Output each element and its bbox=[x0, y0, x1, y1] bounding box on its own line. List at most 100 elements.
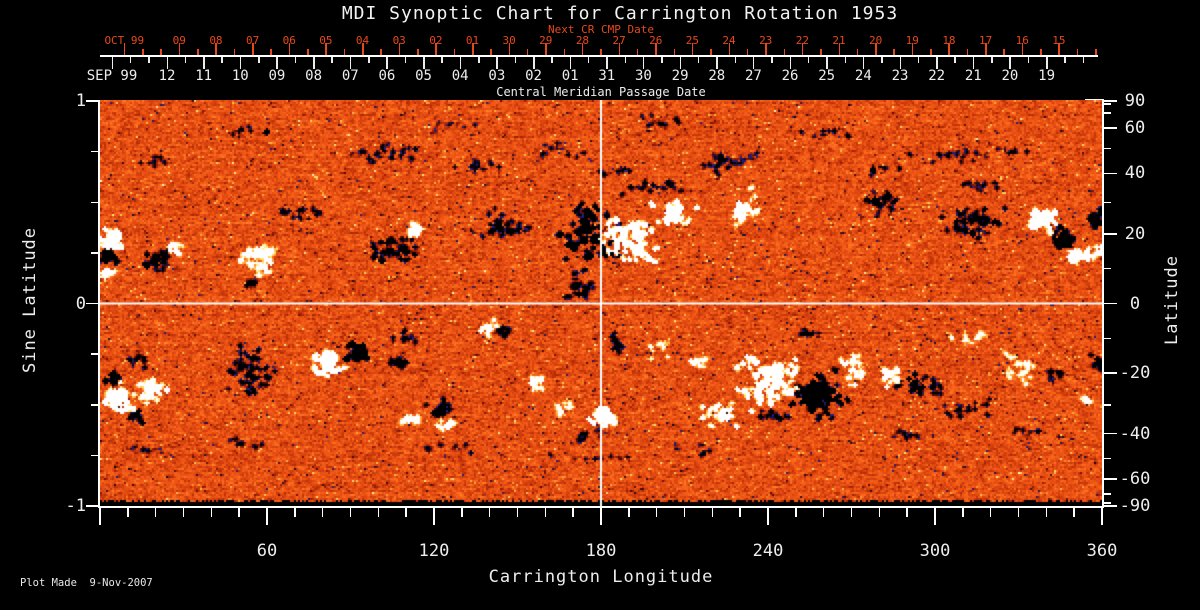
longitude-minor-tick bbox=[739, 508, 741, 517]
longitude-major-tick bbox=[1101, 508, 1103, 525]
next-cr-day-label: 08 bbox=[209, 34, 223, 47]
cmp-tick bbox=[478, 57, 480, 63]
cmp-tick bbox=[276, 57, 278, 69]
cmp-day-label: 25 bbox=[818, 68, 836, 84]
cmp-tick bbox=[954, 57, 956, 63]
next-cr-tick bbox=[710, 49, 712, 55]
sine-latitude-minor-tick bbox=[91, 252, 98, 254]
longitude-major-tick bbox=[433, 508, 435, 525]
longitude-major-tick bbox=[934, 508, 936, 525]
right-axis-title: Latitude bbox=[1162, 255, 1182, 345]
next-cr-tick bbox=[1058, 43, 1060, 55]
cmp-day-label: 11 bbox=[195, 68, 213, 84]
longitude-major-tick bbox=[600, 508, 602, 525]
next-cr-tick bbox=[380, 49, 382, 55]
cmp-tick bbox=[1082, 57, 1085, 63]
next-cr-tick bbox=[288, 43, 291, 55]
next-cr-tick bbox=[966, 49, 969, 55]
plot-made-timestamp: Plot Made 9-Nov-2007 bbox=[20, 577, 153, 589]
longitude-minor-tick bbox=[377, 508, 380, 517]
sine-latitude-tick-label: 1 bbox=[75, 91, 86, 111]
cmp-day-label: 10 bbox=[231, 68, 249, 84]
longitude-tick-label: 300 bbox=[919, 541, 951, 561]
next-cr-tick bbox=[1021, 43, 1024, 55]
cmp-tick bbox=[899, 57, 901, 69]
next-cr-day-label: 28 bbox=[575, 34, 590, 47]
cmp-day-label: 29 bbox=[671, 68, 689, 84]
next-cr-tick bbox=[472, 43, 474, 55]
longitude-minor-tick bbox=[795, 508, 797, 517]
cmp-day-label: 28 bbox=[708, 68, 726, 84]
latitude-major-tick bbox=[1104, 432, 1117, 435]
next-cr-tick bbox=[123, 43, 126, 55]
x-axis-title: Carrington Longitude bbox=[488, 567, 714, 587]
sine-latitude-minor-tick bbox=[91, 404, 98, 406]
next-cr-day-label: 29 bbox=[539, 34, 553, 47]
cmp-tick bbox=[624, 57, 627, 63]
next-cr-day-label: 02 bbox=[429, 34, 443, 47]
sine-latitude-tick-label: -1 bbox=[65, 496, 86, 516]
longitude-minor-tick bbox=[182, 508, 185, 517]
latitude-major-tick bbox=[1104, 172, 1117, 175]
cmp-tick bbox=[642, 57, 645, 69]
longitude-minor-tick bbox=[572, 508, 574, 517]
cmp-day-label: 02 bbox=[525, 68, 542, 84]
next-cr-tick bbox=[746, 49, 749, 55]
cmp-tick bbox=[294, 57, 297, 63]
latitude-major-tick bbox=[1104, 478, 1117, 480]
longitude-minor-tick bbox=[210, 508, 213, 517]
cmp-tick bbox=[807, 57, 810, 63]
next-cr-tick bbox=[636, 49, 639, 55]
longitude-minor-tick bbox=[989, 508, 992, 517]
next-cr-tick bbox=[728, 43, 731, 55]
longitude-minor-tick bbox=[405, 508, 407, 517]
next-cr-tick bbox=[417, 49, 419, 55]
next-cr-tick bbox=[820, 49, 822, 55]
latitude-minor-tick bbox=[1104, 337, 1111, 340]
plot-border-right bbox=[1102, 100, 1104, 508]
longitude-minor-tick bbox=[461, 508, 463, 517]
latitude-major-tick bbox=[1104, 233, 1117, 235]
sine-latitude-minor-tick bbox=[91, 454, 98, 457]
latitude-major-tick bbox=[1104, 505, 1117, 507]
cmp-day-label: 01 bbox=[561, 68, 579, 84]
cmp-tick bbox=[991, 57, 993, 63]
longitude-tick-label: 240 bbox=[752, 541, 784, 561]
cmp-day-label: 27 bbox=[744, 68, 762, 84]
latitude-tick-label: 40 bbox=[1124, 163, 1146, 184]
next-cr-tick bbox=[160, 49, 162, 55]
next-cr-day-label: 05 bbox=[319, 34, 333, 47]
cmp-tick bbox=[331, 57, 333, 63]
cmp-day-label: 20 bbox=[1001, 68, 1019, 84]
next-cr-tick bbox=[691, 43, 694, 55]
longitude-minor-tick bbox=[321, 508, 324, 517]
longitude-tick-label: 180 bbox=[585, 541, 617, 561]
next-cr-tick bbox=[398, 43, 401, 55]
cmp-tick bbox=[771, 57, 773, 63]
latitude-minor-tick bbox=[1104, 493, 1111, 495]
cmp-tick bbox=[184, 57, 187, 63]
latitude-tick-label: -20 bbox=[1119, 362, 1151, 383]
sine-latitude-major-tick bbox=[86, 302, 98, 305]
next-cr-tick bbox=[1095, 49, 1097, 55]
next-cr-tick bbox=[911, 43, 914, 55]
next-cr-day-label: 22 bbox=[795, 34, 809, 47]
cmp-day-label: 06 bbox=[378, 68, 396, 84]
cmp-tick bbox=[844, 57, 847, 63]
next-cr-tick bbox=[563, 49, 566, 55]
next-cr-day-label: 26 bbox=[649, 34, 663, 47]
cmp-day-label: 31 bbox=[598, 68, 616, 84]
longitude-minor-tick bbox=[628, 508, 630, 517]
next-cr-tick bbox=[581, 43, 584, 55]
cmp-day-label: 23 bbox=[891, 68, 909, 84]
cmp-tick bbox=[258, 57, 260, 63]
next-cr-tick bbox=[215, 43, 217, 55]
cmp-tick bbox=[716, 57, 718, 69]
cmp-month-label: SEP 99 bbox=[86, 68, 138, 84]
latitude-tick-label: 60 bbox=[1124, 118, 1146, 139]
next-cr-tick bbox=[325, 43, 327, 55]
cmp-tick bbox=[587, 57, 590, 63]
next-cr-tick bbox=[233, 49, 236, 55]
date-axis-line bbox=[100, 55, 1098, 57]
